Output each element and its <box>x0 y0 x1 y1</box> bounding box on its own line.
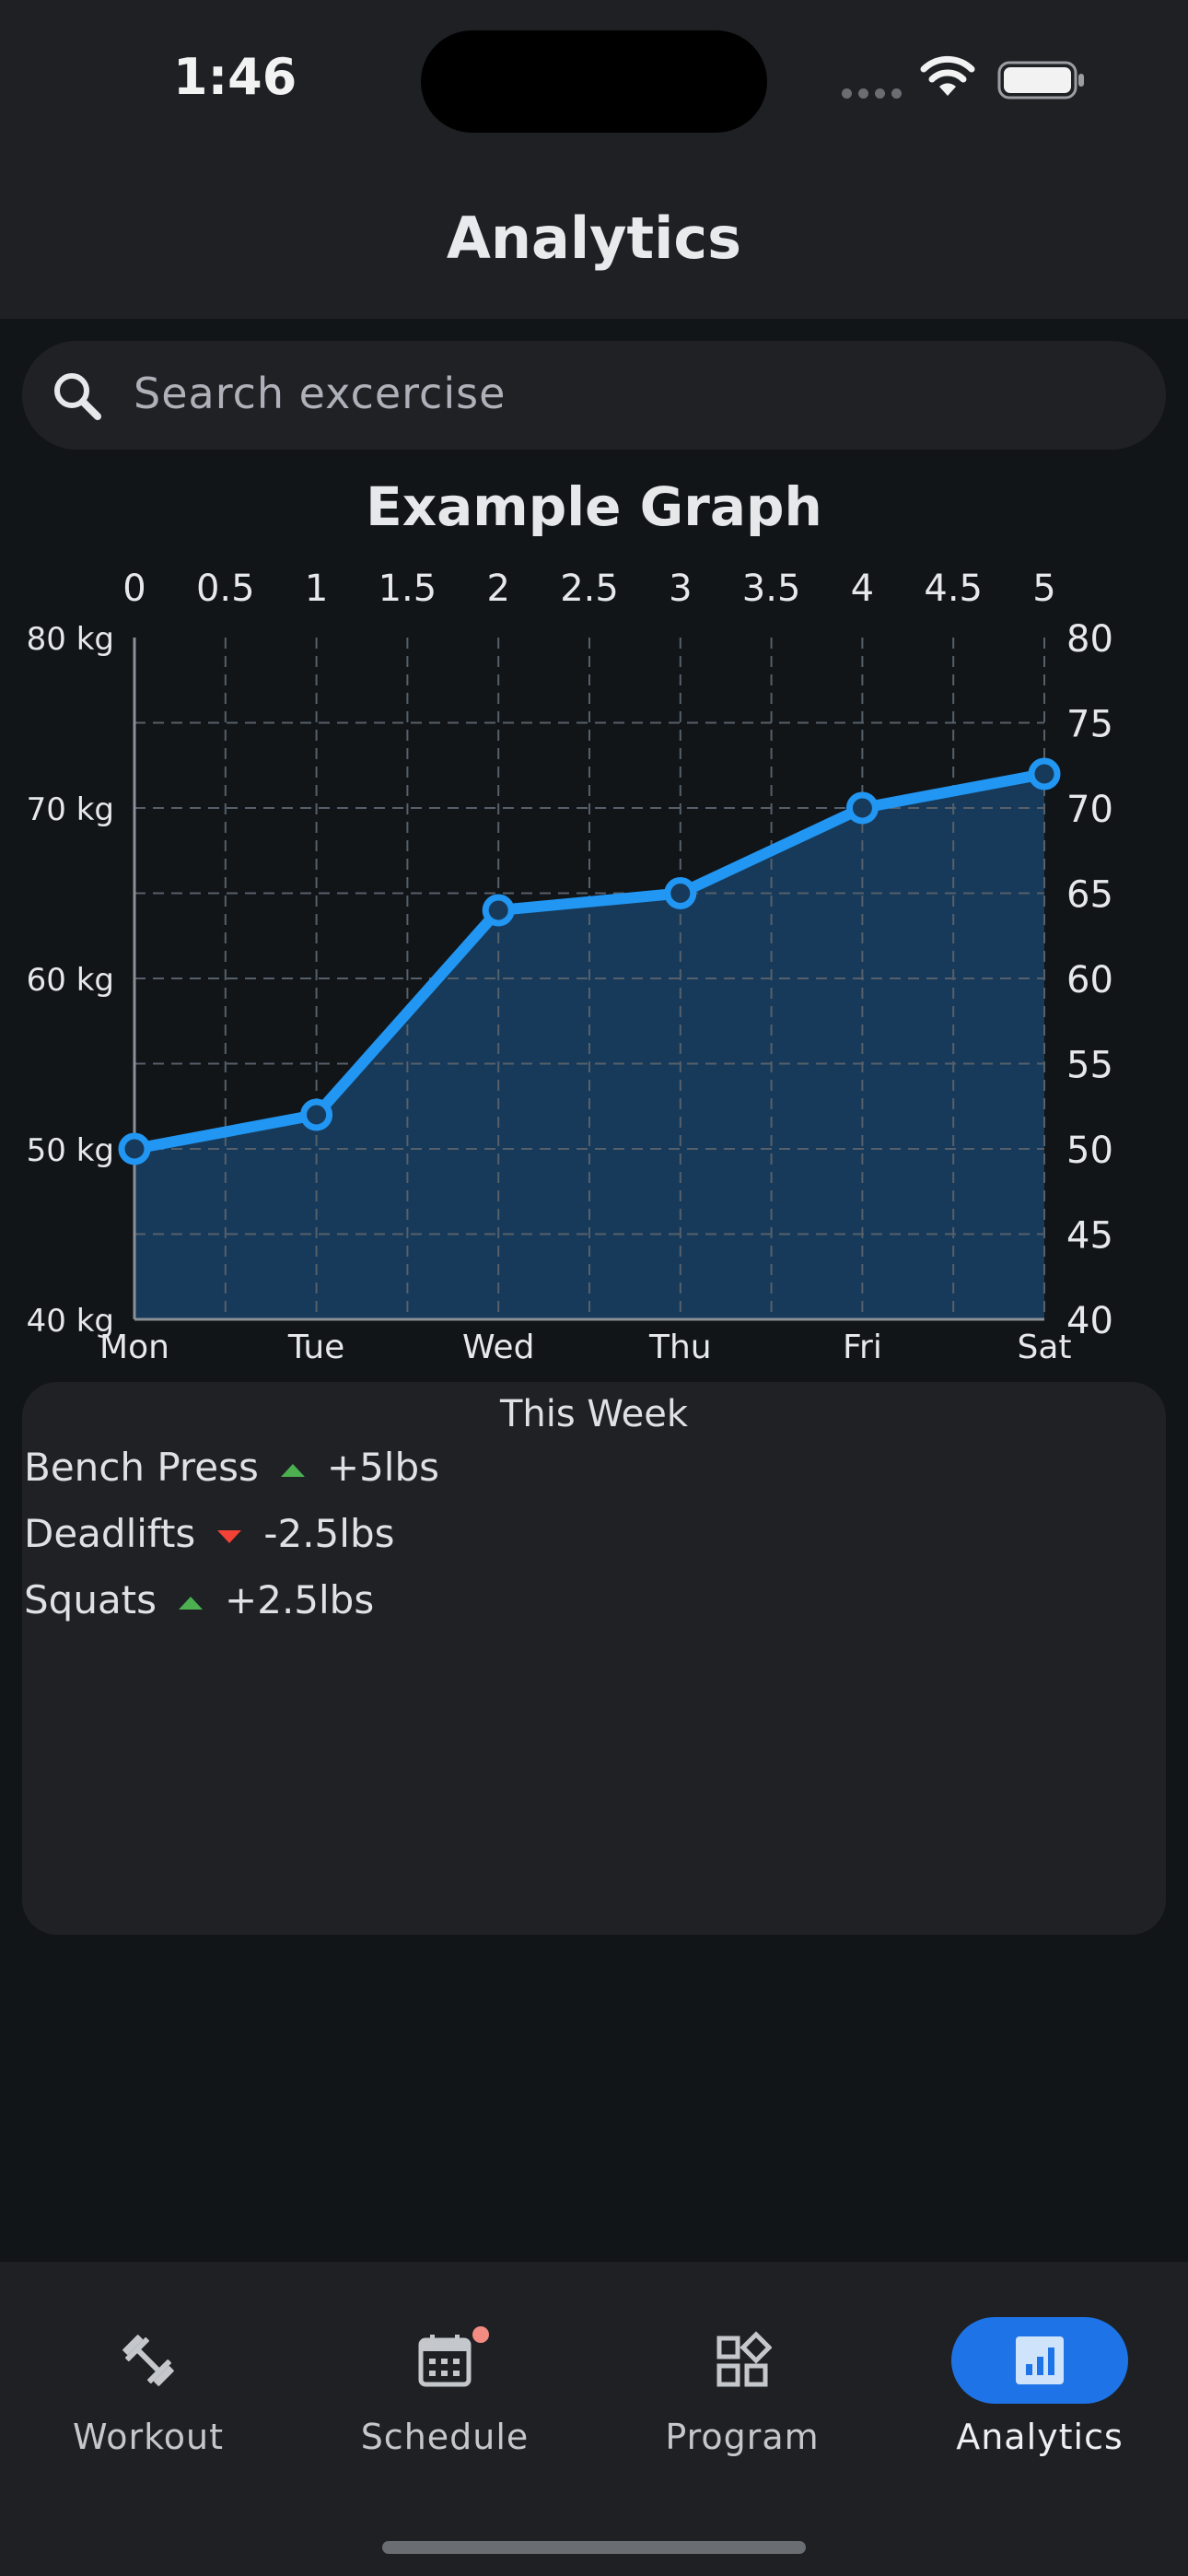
chart-top-tick-label: 0 <box>122 568 146 610</box>
chart-data-point <box>300 1098 333 1131</box>
chart-x-category-label: Thu <box>648 1329 712 1366</box>
nav-analytics[interactable]: Analytics <box>891 2299 1188 2483</box>
chart-x-category-label: Fri <box>843 1329 882 1366</box>
chart-right-tick-label: 70 <box>1066 789 1113 831</box>
chart-x-category-label: Tue <box>287 1329 345 1366</box>
chart-right-tick-label: 55 <box>1066 1045 1113 1087</box>
chart-left-tick-label: 70 kg <box>27 791 114 828</box>
chart-right-tick-label: 65 <box>1066 874 1113 917</box>
analytics-icon <box>1016 2336 1064 2384</box>
chart-data-point <box>664 877 697 909</box>
chart-top-tick-label: 1 <box>305 568 328 610</box>
trend-down-icon <box>217 1529 242 1543</box>
chart-data-point <box>845 791 879 825</box>
home-indicator <box>382 2541 806 2554</box>
chart-series-line <box>129 768 1050 1154</box>
exercise-change: +5lbs <box>326 1445 439 1490</box>
chart-left-tick-label: 60 kg <box>27 962 114 999</box>
exercise-change: +2.5lbs <box>225 1577 375 1622</box>
cellular-signal-icon <box>842 85 908 102</box>
chart-top-tick-label: 1.5 <box>379 568 437 610</box>
dynamic-island <box>421 30 767 133</box>
nav-label-workout: Workout <box>72 2417 225 2457</box>
chart-top-tick-label: 2 <box>486 568 509 610</box>
chart-title: Example Graph <box>366 475 822 538</box>
week-summary-row: Deadlifts -2.5lbs <box>24 1511 395 1566</box>
chart-x-category-label: Wed <box>462 1329 535 1366</box>
status-bar: 1:46 <box>0 0 1188 157</box>
search-bar[interactable]: Search excercise <box>22 341 1166 450</box>
wifi-icon <box>920 55 975 96</box>
nav-schedule[interactable]: Schedule <box>297 2299 593 2483</box>
search-icon <box>54 373 101 420</box>
example-line-chart: 0 0.5 1 1.5 2 2.5 3 3.5 4 4.5 5 40 45 50 55 60 65 70 75 80 4… <box>27 568 1113 1366</box>
chart-left-tick-label: 40 kg <box>27 1303 114 1340</box>
nav-label-program: Program <box>665 2417 820 2457</box>
status-time: 1:46 <box>173 48 297 106</box>
nav-label-analytics: Analytics <box>956 2417 1124 2457</box>
chart-top-tick-label: 3 <box>669 568 692 610</box>
chart-top-tick-label: 4 <box>851 568 874 610</box>
chart-data-point <box>482 894 515 927</box>
trend-up-icon <box>280 1463 305 1477</box>
exercise-name: Deadlifts <box>24 1511 196 1556</box>
chart-right-tick-label: 60 <box>1066 959 1113 1001</box>
chart-data-point <box>118 1132 151 1165</box>
battery-icon <box>997 61 1084 100</box>
nav-program[interactable]: Program <box>594 2299 891 2483</box>
chart-right-tick-label: 50 <box>1066 1130 1113 1172</box>
week-summary-row: Bench Press +5lbs <box>24 1445 439 1500</box>
chart-top-tick-label: 4.5 <box>924 568 983 610</box>
chart-right-tick-label: 45 <box>1066 1215 1113 1258</box>
chart-top-tick-label: 5 <box>1032 568 1055 610</box>
schedule-badge <box>472 2326 489 2343</box>
exercise-change: -2.5lbs <box>263 1511 395 1556</box>
chart-right-tick-label: 40 <box>1066 1300 1113 1342</box>
this-week-title: This Week <box>499 1393 689 1435</box>
chart-data-point <box>1028 757 1061 790</box>
search-input[interactable]: Search excercise <box>134 369 507 418</box>
chart-x-category-label: Sat <box>1017 1329 1071 1366</box>
page-title: Analytics <box>446 205 742 272</box>
chart-top-tick-label: 3.5 <box>742 568 801 610</box>
chart-left-tick-label: 80 kg <box>27 621 114 658</box>
widgets-icon <box>716 2331 772 2387</box>
week-summary-row: Squats +2.5lbs <box>24 1577 374 1633</box>
calendar-icon <box>418 2335 472 2387</box>
nav-label-schedule: Schedule <box>360 2417 530 2457</box>
chart-x-category-label: Mon <box>99 1329 169 1366</box>
chart-right-tick-label: 80 <box>1066 618 1113 661</box>
chart-right-tick-label: 75 <box>1066 704 1113 746</box>
exercise-name: Bench Press <box>24 1445 259 1490</box>
dumbbell-icon <box>122 2335 174 2386</box>
app-header: Analytics <box>0 157 1188 319</box>
chart-top-tick-label: 0.5 <box>196 568 255 610</box>
this-week-card: This Week Bench Press +5lbs Deadlifts -2.5l… <box>22 1382 1166 1935</box>
exercise-name: Squats <box>24 1577 157 1622</box>
chart-left-tick-label: 50 kg <box>27 1132 114 1169</box>
chart-top-tick-label: 2.5 <box>560 568 619 610</box>
bottom-navigation-bar: Workout Schedule Program <box>0 2262 1188 2576</box>
trend-up-icon <box>179 1596 204 1610</box>
nav-workout[interactable]: Workout <box>0 2299 297 2483</box>
